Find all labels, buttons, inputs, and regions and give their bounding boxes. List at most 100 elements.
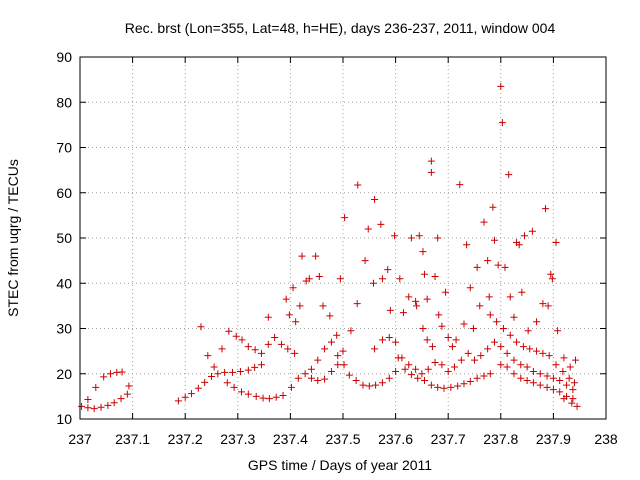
data-point xyxy=(497,361,505,369)
data-point xyxy=(244,390,252,398)
y-axis-tick-labels: 10 20 30 40 50 60 70 80 90 xyxy=(56,49,72,427)
data-point xyxy=(573,402,581,410)
data-point xyxy=(339,347,347,355)
data-point xyxy=(370,279,378,287)
data-point xyxy=(315,272,323,280)
data-point xyxy=(279,391,287,399)
data-point xyxy=(547,270,555,278)
data-point xyxy=(284,345,292,353)
data-point xyxy=(454,382,462,390)
y-tick-label: 30 xyxy=(56,321,72,337)
data-point xyxy=(466,284,474,292)
data-point xyxy=(565,374,573,382)
y-axis-label: STEC from uqrg / TECUs xyxy=(5,159,21,317)
data-point xyxy=(384,266,392,274)
data-point xyxy=(271,334,279,342)
data-point xyxy=(566,363,574,371)
y-tick-label: 90 xyxy=(56,49,72,65)
data-point xyxy=(536,381,544,389)
data-point xyxy=(259,394,267,402)
data-point xyxy=(204,352,212,360)
data-point xyxy=(423,295,431,303)
data-point xyxy=(499,325,507,332)
data-point xyxy=(361,257,369,265)
data-point xyxy=(560,395,568,403)
data-point xyxy=(229,368,237,376)
grid-lines xyxy=(80,57,606,419)
data-point xyxy=(321,375,329,383)
data-point xyxy=(298,252,306,260)
data-point xyxy=(505,171,513,179)
data-point xyxy=(548,275,556,283)
data-point xyxy=(442,288,450,296)
data-point xyxy=(435,311,443,319)
data-point xyxy=(563,381,571,389)
data-point xyxy=(510,313,518,321)
data-point xyxy=(394,354,402,362)
data-point xyxy=(289,284,297,292)
data-point xyxy=(469,325,477,332)
data-point xyxy=(415,232,423,240)
x-tick-label: 237 xyxy=(68,431,92,447)
data-point xyxy=(498,119,506,127)
data-point xyxy=(440,384,448,392)
data-point xyxy=(378,275,386,283)
data-point xyxy=(569,386,577,394)
data-point xyxy=(452,336,460,344)
data-point xyxy=(559,367,567,375)
data-point xyxy=(543,383,551,391)
data-point xyxy=(431,272,439,280)
data-point xyxy=(244,366,252,374)
data-point xyxy=(539,349,547,357)
data-point xyxy=(444,334,452,342)
data-point xyxy=(123,390,131,398)
data-point xyxy=(501,263,509,271)
data-point xyxy=(347,327,355,335)
data-point xyxy=(480,218,488,226)
data-point xyxy=(405,293,413,301)
data-point xyxy=(569,395,577,403)
data-point xyxy=(396,275,404,283)
data-point xyxy=(418,370,426,378)
data-point xyxy=(423,336,431,344)
axis-ticks xyxy=(79,56,607,420)
data-point xyxy=(291,349,299,357)
data-point xyxy=(457,356,465,364)
data-point xyxy=(333,331,341,339)
x-tick-label: 238 xyxy=(594,431,618,447)
data-point xyxy=(90,405,98,413)
x-axis-tick-labels: 237 237.1 237.2 237.3 237.4 237.5 237.6 237.7 23… xyxy=(68,431,618,447)
data-point xyxy=(251,363,259,371)
data-point xyxy=(125,382,133,390)
data-point xyxy=(428,343,436,351)
data-point xyxy=(444,367,452,375)
data-point xyxy=(486,311,494,319)
data-point xyxy=(377,220,385,228)
data-point xyxy=(486,370,494,378)
data-point xyxy=(506,331,514,339)
data-point xyxy=(232,332,240,340)
data-point xyxy=(471,356,478,364)
data-point xyxy=(225,327,233,335)
data-point xyxy=(294,374,302,382)
data-point xyxy=(201,378,209,386)
data-point xyxy=(545,352,553,360)
data-point xyxy=(497,82,505,90)
x-tick-label: 237.6 xyxy=(378,431,413,447)
data-point xyxy=(515,241,523,249)
data-point xyxy=(526,345,534,353)
x-tick-label: 237.3 xyxy=(220,431,255,447)
data-point xyxy=(188,390,196,398)
data-point xyxy=(352,377,360,385)
data-point xyxy=(378,336,386,344)
data-point xyxy=(412,365,420,373)
data-point xyxy=(539,300,547,308)
data-point xyxy=(326,312,334,320)
data-point xyxy=(174,397,182,405)
data-point xyxy=(552,239,560,247)
data-point xyxy=(510,356,518,364)
data-point xyxy=(392,338,400,346)
data-point xyxy=(464,349,472,357)
data-point xyxy=(510,370,518,378)
